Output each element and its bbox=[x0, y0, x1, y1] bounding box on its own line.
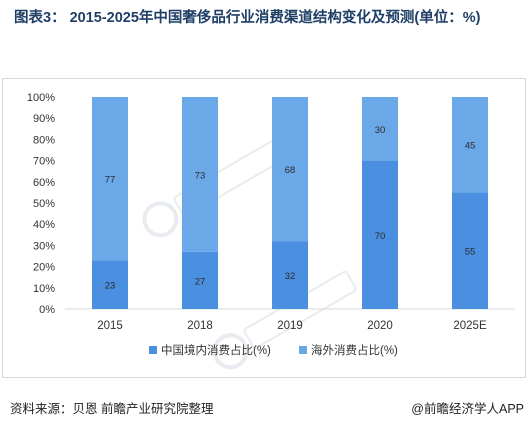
x-tick-label: 2015 bbox=[97, 320, 123, 332]
y-tick-label: 0% bbox=[39, 304, 55, 316]
x-tick-label: 2020 bbox=[367, 320, 393, 332]
x-tick-label: 2018 bbox=[187, 320, 213, 332]
legend-swatch bbox=[299, 346, 307, 354]
bar-segment-overseas bbox=[182, 97, 218, 252]
y-tick-label: 40% bbox=[33, 219, 55, 231]
data-label: 27 bbox=[195, 276, 206, 287]
source-note: 资料来源：贝恩 前瞻产业研究院整理 bbox=[10, 402, 214, 416]
y-axis: 0% 10% 20% 30% 40% 50% 60% 70% 80% 90% 100% bbox=[27, 92, 515, 316]
bar-segment-domestic bbox=[362, 160, 398, 309]
y-tick-label: 30% bbox=[33, 240, 55, 252]
bar-segment-domestic bbox=[182, 251, 218, 309]
data-label: 30 bbox=[375, 125, 386, 136]
bar-segment-domestic bbox=[272, 241, 308, 309]
data-label: 23 bbox=[105, 281, 116, 292]
y-tick-label: 20% bbox=[33, 262, 55, 274]
y-tick-label: 50% bbox=[33, 198, 55, 210]
data-label: 73 bbox=[195, 170, 206, 181]
bar-segment-domestic bbox=[92, 260, 128, 309]
bars-group: 23 77 27 73 32 68 70 30 55 45 bbox=[92, 97, 488, 309]
legend-label: 海外消费占比(%) bbox=[311, 343, 398, 357]
bar-segment-overseas bbox=[92, 97, 128, 261]
legend: 中国境内消费占比(%) 海外消费占比(%) bbox=[149, 343, 398, 357]
x-axis: 2015 2018 2019 2020 2025E bbox=[97, 320, 487, 332]
bar-segment-overseas bbox=[272, 97, 308, 242]
data-label: 55 bbox=[465, 247, 476, 258]
bar-segment-domestic bbox=[452, 192, 488, 309]
bar-segment-overseas bbox=[452, 97, 488, 193]
y-tick-label: 80% bbox=[33, 134, 55, 146]
legend-swatch bbox=[149, 346, 157, 354]
data-label: 70 bbox=[375, 231, 386, 242]
brand-credit: @前瞻经济学人APP bbox=[411, 402, 524, 416]
data-label: 32 bbox=[285, 271, 296, 282]
x-tick-label: 2025E bbox=[453, 320, 487, 332]
bar-segment-overseas bbox=[362, 97, 398, 161]
data-label: 68 bbox=[285, 165, 296, 176]
chart-frame: 0% 10% 20% 30% 40% 50% 60% 70% 80% 90% 100% 23 77 27… bbox=[2, 78, 526, 378]
x-tick-label: 2019 bbox=[277, 320, 303, 332]
data-label: 77 bbox=[105, 175, 116, 186]
y-tick-label: 60% bbox=[33, 177, 55, 189]
y-tick-label: 10% bbox=[33, 283, 55, 295]
chart-title: 图表3： 2015-2025年中国奢侈品行业消费渠道结构变化及预测(单位：%) bbox=[14, 10, 481, 26]
y-tick-label: 90% bbox=[33, 113, 55, 125]
data-label: 45 bbox=[465, 141, 476, 152]
stacked-bar-chart: 0% 10% 20% 30% 40% 50% 60% 70% 80% 90% 100% 23 77 27… bbox=[27, 92, 515, 370]
watermark-layer bbox=[142, 138, 357, 370]
y-tick-label: 100% bbox=[27, 92, 55, 104]
y-tick-label: 70% bbox=[33, 156, 55, 168]
legend-label: 中国境内消费占比(%) bbox=[161, 343, 271, 357]
